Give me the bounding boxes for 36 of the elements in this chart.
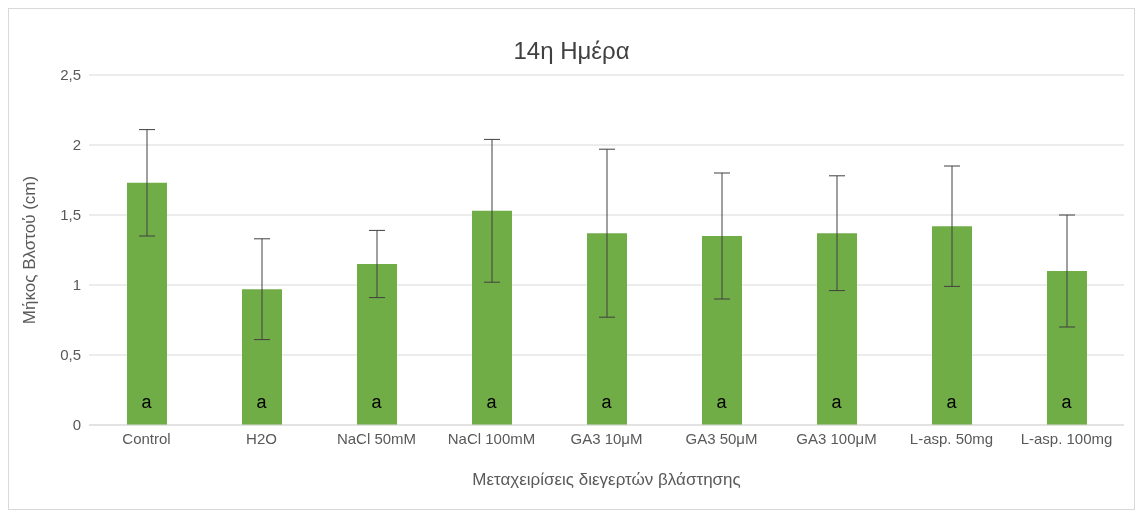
annotation: a [831, 391, 843, 412]
y-tick-label: 2,5 [60, 66, 81, 84]
bar [587, 233, 627, 425]
y-tick-label: 0 [72, 416, 81, 434]
y-axis-title: Μήκος Βλστού (cm) [20, 175, 40, 325]
x-tick-label: GA3 50μM [685, 429, 758, 447]
chart-title: 14η Ημέρα [512, 37, 631, 65]
x-tick-label: NaCl 50mM [336, 429, 417, 447]
x-tick-label: H2O [246, 429, 277, 447]
x-tick-label: L-asp. 50mg [909, 429, 994, 447]
annotation: a [141, 391, 153, 412]
bar [702, 236, 742, 425]
bar [357, 264, 397, 425]
x-tick-label: NaCl 100mM [447, 429, 536, 447]
annotation: a [946, 391, 958, 412]
y-tick-label: 1 [72, 276, 81, 294]
x-tick-label: Control [122, 429, 171, 447]
y-tick-label: 1,5 [60, 206, 81, 224]
x-tick-label: GA3 10μM [570, 429, 643, 447]
annotation: a [716, 391, 728, 412]
y-tick-label: 2 [72, 136, 81, 154]
bar [932, 226, 972, 425]
annotation: a [1061, 391, 1073, 412]
bar [1047, 271, 1087, 425]
x-axis-title: Μεταχειρίσεις διεγερτών βλάστησης [472, 470, 741, 489]
x-tick-label: L-asp. 100mg [1020, 429, 1113, 447]
y-tick-label: 0,5 [60, 346, 81, 364]
bar [127, 182, 167, 425]
x-tick-label: GA3 100μM [796, 429, 877, 447]
bar [472, 210, 512, 425]
bar [242, 289, 282, 425]
bar [817, 233, 857, 425]
annotation: a [256, 391, 268, 412]
annotation: a [601, 391, 613, 412]
annotation: a [371, 391, 383, 412]
annotation: a [486, 391, 498, 412]
